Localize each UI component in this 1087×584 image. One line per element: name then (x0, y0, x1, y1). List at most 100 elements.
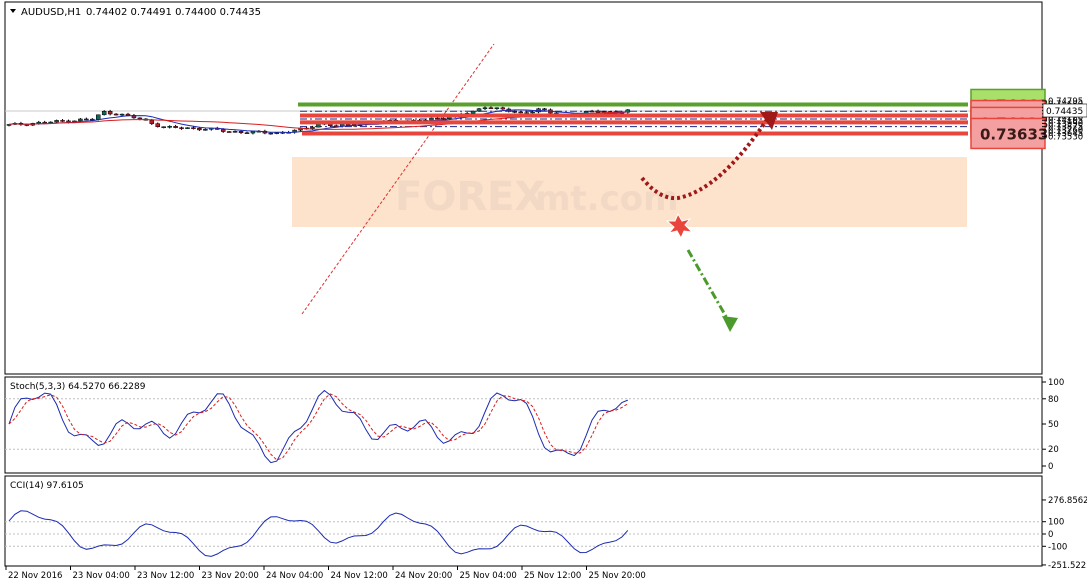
candle (268, 132, 274, 135)
current-price-label: 0.74435 (1042, 103, 1087, 118)
stoch-header: Stoch(5,3,3) 64.5270 66.2289 (10, 382, 146, 392)
level-lines[interactable]: 0.746680.742730.740280.73633 (298, 88, 1048, 150)
candle (310, 126, 315, 129)
time-tick-label: 24 Nov 20:00 (395, 571, 452, 581)
dropdown-triangle-icon[interactable] (10, 9, 16, 13)
candle (36, 121, 41, 124)
stoch-panel-frame[interactable] (4, 376, 1043, 474)
time-tick-label: 25 Nov 04:00 (460, 571, 517, 581)
candle (107, 111, 113, 115)
price-tick-label: 0.73645 (1048, 129, 1083, 139)
fib-trendline (301, 43, 495, 315)
cci-line (8, 510, 629, 557)
candle (84, 118, 89, 121)
candle (78, 118, 83, 122)
candle (238, 131, 244, 133)
cci-panel-frame[interactable] (4, 475, 1043, 567)
candle (482, 107, 488, 109)
candle (179, 127, 184, 129)
watermark-text: FOREX (395, 174, 545, 220)
time-tick-label: 25 Nov 12:00 (524, 571, 581, 581)
candle (6, 124, 12, 126)
price-tick-label: 0.74795 (1048, 97, 1083, 107)
candle (149, 120, 155, 124)
candle (161, 126, 166, 128)
level-badge[interactable] (970, 117, 1046, 150)
candle (589, 110, 595, 113)
candle (42, 121, 47, 124)
cci-indicator (5, 510, 1042, 557)
price-tick-label: 0.73875 (1048, 123, 1083, 133)
stoch-tick-label: 20 (1048, 445, 1059, 455)
candle (232, 131, 238, 133)
candle (441, 118, 446, 120)
cci-tick-label: 276.8562 (1048, 496, 1087, 506)
arrow-head-icon (722, 316, 738, 332)
symbol-label: AUDUSD,H1 (21, 7, 81, 18)
candle (155, 123, 160, 127)
candle (173, 126, 178, 128)
stoch-main-line (8, 389, 628, 464)
time-tick-label: 23 Nov 12:00 (137, 571, 194, 581)
candle (113, 113, 119, 116)
watermark: FOREX mt.com (395, 174, 679, 220)
candle (197, 128, 202, 131)
candle (435, 117, 440, 120)
candle (518, 111, 523, 114)
candle (226, 131, 232, 133)
time-tick-label: 24 Nov 04:00 (266, 571, 323, 581)
cci-tick-label: -251.5227 (1048, 561, 1087, 571)
candle (191, 127, 196, 129)
candle (494, 107, 500, 109)
price-tick-label: 0.74105 (1048, 116, 1083, 126)
cci-header: CCI(14) 97.6105 (10, 481, 84, 491)
time-tick-label: 22 Nov 2016 (8, 571, 62, 581)
breakout-burst-icon (665, 212, 694, 240)
candle (524, 112, 529, 114)
stoch-tick-label: 100 (1048, 378, 1064, 388)
candle (119, 113, 125, 116)
cci-tick-label: 100 (1048, 518, 1064, 528)
price-tick-label: 0.73990 (1048, 119, 1083, 129)
cci-tick-label: -100 (1048, 542, 1067, 552)
time-tick-label: 23 Nov 20:00 (202, 571, 259, 581)
candle (244, 132, 250, 134)
stoch-axis: 100 80 50 20 0 (1042, 378, 1064, 472)
candle (220, 129, 226, 132)
current-price-text: 0.74435 (1046, 107, 1083, 117)
candle (476, 108, 482, 112)
cci-axis: 276.8562 100 0 -100 -251.5227 (1042, 496, 1087, 571)
price-tick-label: 0.74220 (1048, 113, 1083, 123)
candle (90, 118, 95, 121)
stoch-tick-label: 50 (1048, 420, 1059, 430)
forecast-arrows (640, 112, 778, 332)
ohlc-values: 0.74402 0.74491 0.74400 0.74435 (86, 7, 261, 18)
stoch-tick-label: 0 (1048, 462, 1053, 472)
candle (530, 111, 535, 114)
candle (185, 127, 190, 129)
time-tick-label: 25 Nov 20:00 (589, 571, 646, 581)
candle (470, 110, 476, 114)
ma-fast-line (8, 109, 628, 134)
level-badge-text: 0.73633 (980, 125, 1048, 143)
candle (54, 120, 59, 123)
time-axis: 22 Nov 2016 23 Nov 04:00 23 Nov 12:00 23 No… (5, 566, 646, 581)
arrow-head-icon (760, 112, 778, 130)
candle (203, 129, 208, 131)
stoch-signal-line (8, 393, 629, 461)
stoch-tick-label: 80 (1048, 395, 1059, 405)
cci-tick-label: 0 (1048, 530, 1053, 540)
candle (66, 120, 71, 123)
price-tick-label: 0.73530 (1048, 132, 1083, 142)
candle (334, 125, 339, 127)
price-tick-label: 0.73760 (1048, 126, 1083, 136)
candle (500, 107, 506, 110)
candle (542, 108, 547, 111)
candle (595, 110, 601, 113)
bullish-forecast-arrow (640, 116, 770, 201)
candle (167, 126, 172, 128)
candle (488, 107, 494, 109)
candle (60, 120, 65, 122)
candle (48, 121, 53, 124)
